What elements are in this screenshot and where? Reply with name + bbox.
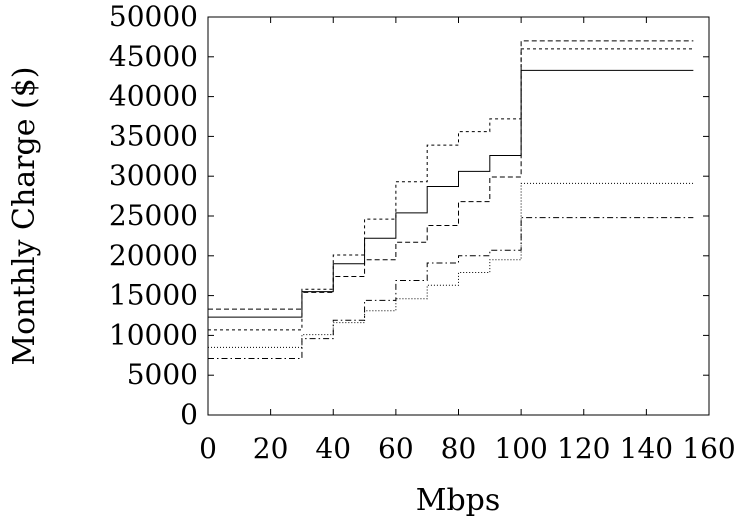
y-tick-label: 40000	[109, 80, 198, 113]
series-line-2	[208, 48, 694, 331]
y-tick-label: 30000	[109, 159, 198, 192]
y-tick-label: 50000	[109, 0, 198, 33]
plot-frame	[207, 16, 710, 416]
x-tick-label: 80	[441, 432, 477, 465]
y-tick-label: 20000	[109, 239, 198, 272]
series-layer	[208, 40, 694, 359]
series-line-4	[208, 182, 694, 348]
series-line-3	[208, 217, 694, 359]
x-tick-label: 100	[494, 432, 547, 465]
x-tick-label: 140	[620, 432, 673, 465]
x-axis-label: Mbps	[416, 483, 501, 518]
x-tick-label: 40	[315, 432, 351, 465]
y-tick-label: 15000	[109, 279, 198, 312]
y-tick-label: 25000	[109, 199, 198, 232]
x-tick-label: 20	[253, 432, 289, 465]
y-tick-label: 45000	[109, 40, 198, 73]
x-tick-label: 120	[557, 432, 610, 465]
y-axis-label: Monthly Charge ($)	[7, 66, 42, 365]
series-line-0	[208, 69, 694, 318]
x-tick-label: 0	[199, 432, 217, 465]
x-tick-label: 160	[682, 432, 735, 465]
y-tick-label: 0	[180, 398, 198, 431]
y-tick-label: 5000	[127, 358, 198, 391]
x-tick-label: 60	[378, 432, 414, 465]
y-tick-label: 35000	[109, 119, 198, 152]
series-line-1	[208, 40, 694, 310]
y-axis: 0 5000 10000 15000 20000 25000 30000 35000 40000…	[109, 0, 709, 431]
x-axis: 0 20 40 60 80 100 120 140 160	[199, 17, 736, 465]
y-tick-label: 10000	[109, 318, 198, 351]
